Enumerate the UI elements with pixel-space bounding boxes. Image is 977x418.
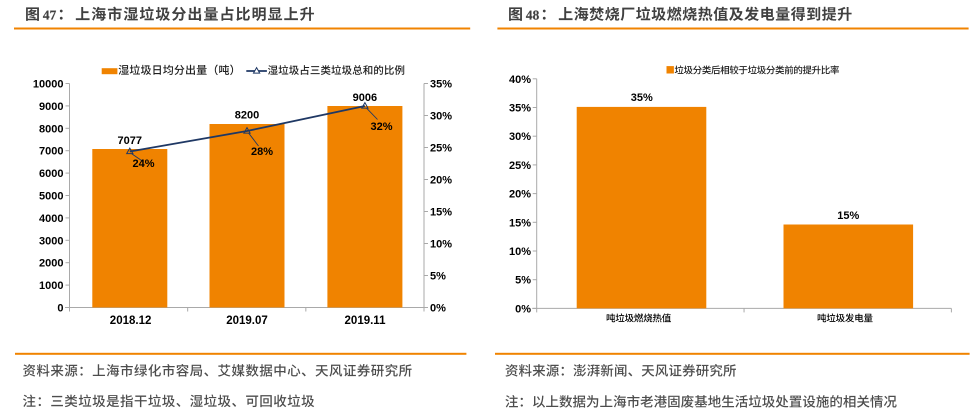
svg-text:15%: 15% bbox=[430, 207, 452, 219]
svg-text:9000: 9000 bbox=[39, 101, 63, 113]
svg-text:40%: 40% bbox=[509, 74, 531, 86]
svg-text:0: 0 bbox=[57, 303, 63, 315]
svg-text:2019.07: 2019.07 bbox=[226, 315, 268, 327]
svg-text:25%: 25% bbox=[509, 160, 531, 172]
svg-text:2019.11: 2019.11 bbox=[345, 315, 387, 327]
svg-text:4000: 4000 bbox=[39, 213, 63, 225]
svg-text:28%: 28% bbox=[251, 146, 273, 158]
svg-text:32%: 32% bbox=[371, 121, 393, 133]
svg-text:24%: 24% bbox=[133, 158, 155, 170]
svg-text:30%: 30% bbox=[430, 111, 452, 123]
svg-text:3000: 3000 bbox=[39, 235, 63, 247]
svg-text:15%: 15% bbox=[509, 217, 531, 229]
svg-text:30%: 30% bbox=[509, 131, 531, 143]
svg-text:15%: 15% bbox=[837, 210, 859, 222]
svg-text:0%: 0% bbox=[430, 303, 446, 315]
svg-text:20%: 20% bbox=[509, 189, 531, 201]
svg-text:2018.12: 2018.12 bbox=[110, 315, 152, 327]
svg-text:35%: 35% bbox=[631, 92, 653, 104]
svg-text:9006: 9006 bbox=[353, 92, 377, 104]
svg-text:5000: 5000 bbox=[39, 191, 63, 203]
svg-text:25%: 25% bbox=[430, 143, 452, 155]
svg-text:7077: 7077 bbox=[118, 135, 142, 147]
svg-text:2000: 2000 bbox=[39, 258, 63, 270]
svg-text:35%: 35% bbox=[430, 79, 452, 91]
svg-text:8000: 8000 bbox=[39, 123, 63, 135]
svg-text:5%: 5% bbox=[430, 271, 446, 283]
svg-text:5%: 5% bbox=[515, 275, 531, 287]
svg-text:10000: 10000 bbox=[33, 79, 64, 91]
svg-text:0%: 0% bbox=[515, 303, 531, 315]
svg-text:10%: 10% bbox=[430, 239, 452, 251]
svg-text:1000: 1000 bbox=[39, 280, 63, 292]
svg-text:35%: 35% bbox=[509, 103, 531, 115]
svg-text:8200: 8200 bbox=[235, 110, 259, 122]
svg-text:7000: 7000 bbox=[39, 146, 63, 158]
svg-text:6000: 6000 bbox=[39, 168, 63, 180]
svg-text:20%: 20% bbox=[430, 175, 452, 187]
svg-text:10%: 10% bbox=[509, 246, 531, 258]
